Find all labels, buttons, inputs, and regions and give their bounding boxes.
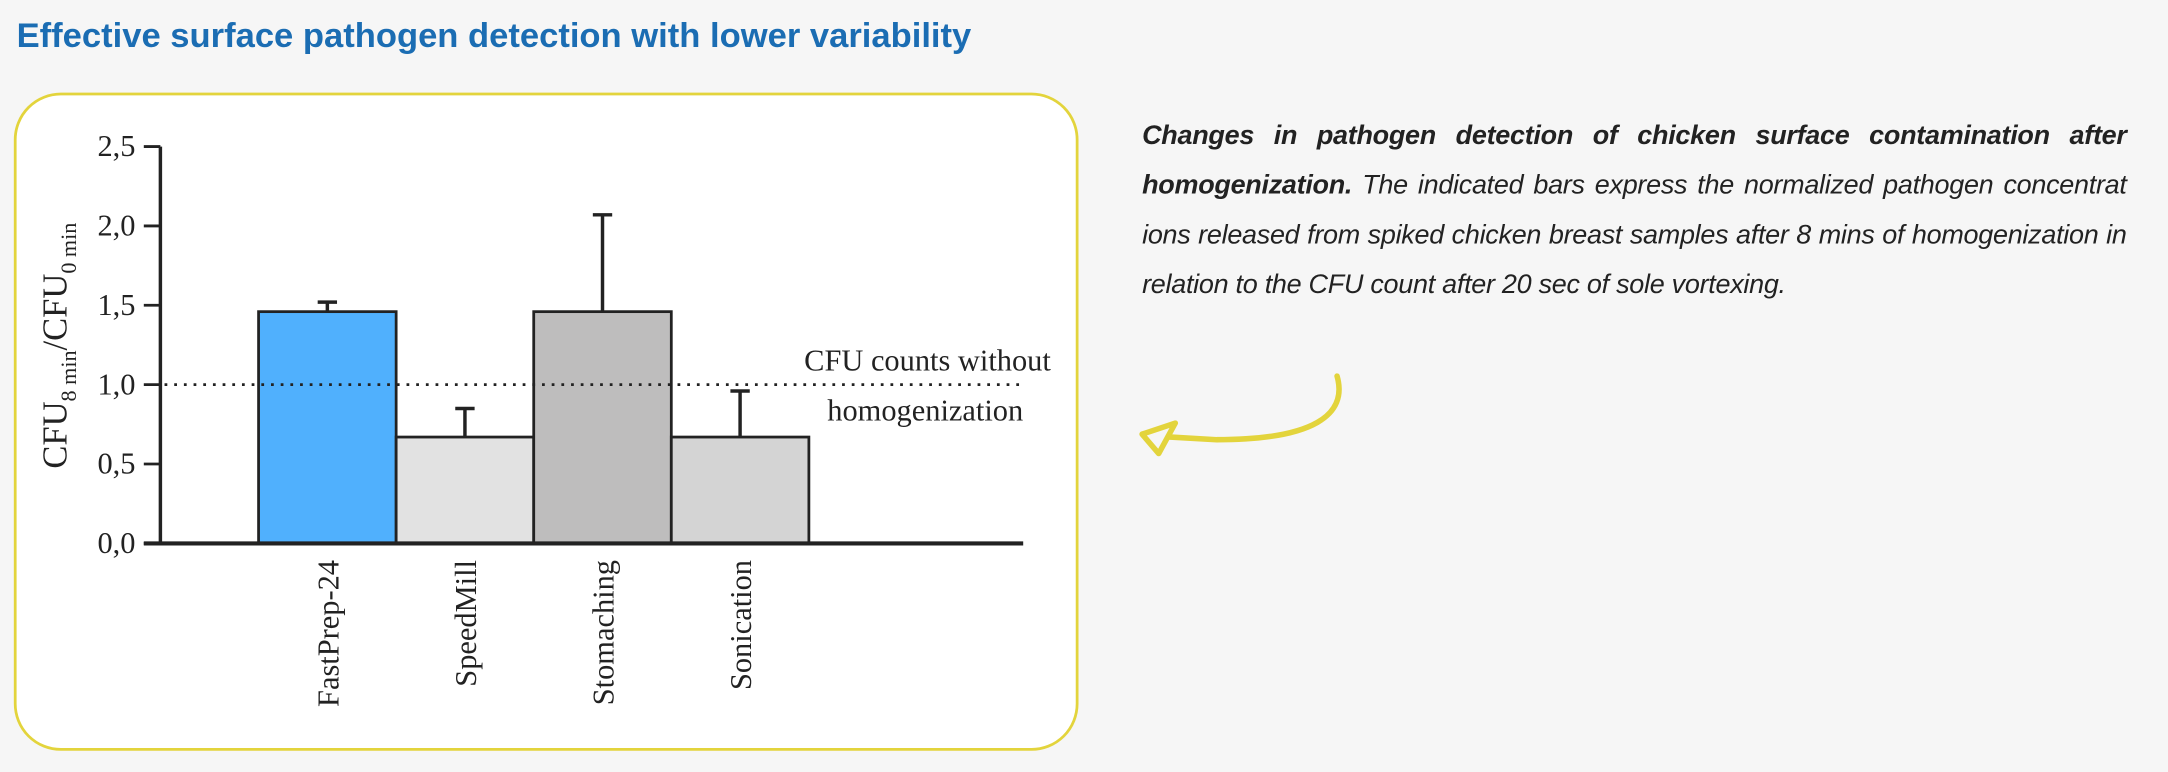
bar-sonication: [669, 435, 811, 545]
caption-text: The indicated bars express the normalize…: [1142, 170, 2127, 301]
page-title: Effective surface pathogen detection wit…: [16, 16, 972, 56]
x-tick-label: Stomaching: [587, 560, 621, 705]
y-tick-label: 2,5: [97, 129, 135, 163]
figure-caption: Changes in pathogen detection of chicken…: [1142, 111, 2127, 310]
bar-fastprep-24: [257, 310, 398, 545]
bar-speedmill: [394, 435, 536, 545]
y-tick-label: 0,0: [97, 526, 135, 560]
bar-stomaching: [532, 310, 673, 545]
y-tick-label: 1,5: [97, 288, 135, 322]
x-tick-label: Sonication: [724, 560, 758, 690]
caption-bold: Changes in pathogen detection of chicken…: [1142, 120, 2127, 201]
curved-arrow-icon: [1139, 373, 1342, 457]
reference-line-label-2: homogenization: [827, 393, 1023, 427]
y-tick-label: 0,5: [97, 447, 135, 481]
y-axis-label: CFU8 min/CFU0 min: [36, 223, 81, 469]
y-tick-label: 1,0: [97, 367, 135, 401]
reference-line-label-1: CFU counts without: [804, 344, 1051, 378]
y-tick-label: 2,0: [97, 209, 135, 243]
x-tick-label: SpeedMill: [449, 560, 483, 687]
x-tick-label: FastPrep-24: [311, 560, 345, 707]
